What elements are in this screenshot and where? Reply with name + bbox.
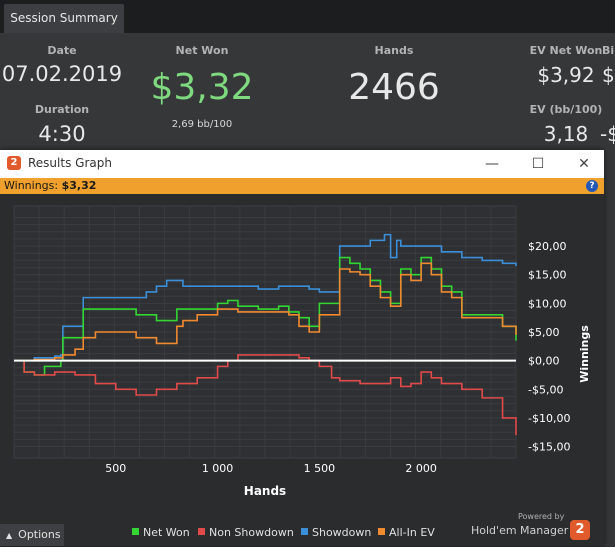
- ev-net-won-value: $3,92: [537, 63, 595, 87]
- window-titlebar[interactable]: 2 Results Graph — ☐ ✕: [0, 150, 604, 178]
- winnings-value: $3,32: [61, 179, 97, 192]
- x-axis-label: Hands: [244, 484, 286, 498]
- options-label: Options: [18, 528, 61, 541]
- window-title: Results Graph: [28, 156, 112, 170]
- options-arrow-icon: ▲: [6, 531, 13, 540]
- tab-bar: Session Summary: [0, 0, 615, 33]
- help-icon[interactable]: ?: [586, 180, 598, 192]
- winnings-label-text: Winnings:: [4, 179, 62, 192]
- date-label: Date: [47, 44, 77, 57]
- y-tick-label: $15,00: [528, 269, 567, 282]
- y-tick-label: $0,00: [528, 355, 560, 368]
- y-tick-labels: $20,00 $15,00 $10,00 $5,00 $0,00 -$5,00 -$10,0…: [528, 240, 570, 453]
- brand-name: Hold'em Manager: [471, 524, 569, 537]
- ev-bb-value: 3,18: [543, 122, 589, 146]
- powered-by-text: Powered by: [518, 512, 565, 521]
- y-tick-label: $10,00: [528, 297, 567, 310]
- tab-session-summary[interactable]: Session Summary: [4, 4, 124, 33]
- ev-net-won-label: EV Net Won: [529, 44, 603, 57]
- x-tick-label: 1 500: [304, 462, 336, 475]
- hands-label: Hands: [374, 44, 414, 57]
- graph-footer: ▲ Options Net Won Non Showdown Showdown A…: [0, 512, 604, 546]
- net-won-bb: 2,69 bb/100: [171, 119, 233, 130]
- legend-non-showdown-text: Non Showdown: [209, 526, 294, 539]
- winnings-bar: Winnings: $3,32 ?: [0, 178, 604, 194]
- session-summary-panel: Date 07.02.2019 Duration 4:30 Net Won $3…: [0, 33, 615, 150]
- legend-net-won: Net Won: [132, 526, 190, 539]
- cut-value-1: $: [602, 63, 615, 87]
- y-tick-label: -$5,00: [528, 383, 563, 396]
- hands-value: 2466: [348, 67, 440, 108]
- minimize-button[interactable]: —: [485, 156, 499, 172]
- legend-showdown-text: Showdown: [312, 526, 372, 539]
- ev-bb-label: EV (bb/100): [529, 103, 603, 116]
- x-tick-labels: 500 1 000 1 500 2 000: [105, 462, 437, 475]
- results-chart: $20,00 $15,00 $10,00 $5,00 $0,00 -$5,00 -$10,0…: [13, 205, 591, 498]
- close-button[interactable]: ✕: [578, 156, 590, 172]
- legend-allin-ev: All-In EV: [378, 526, 435, 539]
- duration-value: 4:30: [38, 122, 86, 146]
- winnings-label: Winnings: $3,32: [4, 179, 96, 192]
- date-value: 07.02.2019: [1, 62, 123, 86]
- series-non-showdown: [14, 354, 517, 436]
- y-tick-label: -$15,00: [528, 441, 570, 454]
- grid: [13, 206, 517, 458]
- maximize-button[interactable]: ☐: [531, 156, 545, 172]
- cut-value-2: -$: [600, 122, 615, 146]
- legend-non-showdown: Non Showdown: [198, 526, 294, 539]
- background-panel-edge: [604, 150, 615, 546]
- cut-label: Bi: [602, 44, 615, 57]
- x-tick-label: 2 000: [405, 462, 437, 475]
- options-button[interactable]: ▲ Options: [0, 524, 64, 546]
- series-all-in-ev: [14, 262, 517, 362]
- net-won-label: Net Won: [175, 44, 229, 57]
- brand-logo: Powered by Hold'em Manager 2: [471, 512, 604, 546]
- duration-label: Duration: [34, 103, 90, 116]
- x-tick-label: 1 000: [202, 462, 234, 475]
- series-net-won: [14, 256, 517, 376]
- app-icon: 2: [7, 156, 21, 170]
- legend-allin-ev-text: All-In EV: [389, 526, 435, 539]
- series-lines: [14, 233, 517, 436]
- results-graph-window: 2 Results Graph — ☐ ✕ Winnings: $3,32 ? …: [0, 150, 604, 546]
- y-tick-label: -$10,00: [528, 412, 570, 425]
- net-won-value: $3,32: [150, 67, 254, 108]
- x-tick-label: 500: [105, 462, 126, 475]
- y-tick-label: $20,00: [528, 240, 567, 253]
- legend-showdown: Showdown: [301, 526, 371, 539]
- legend-net-won-text: Net Won: [143, 526, 190, 539]
- y-tick-label: $5,00: [528, 326, 560, 339]
- brand-mark: 2: [570, 520, 590, 540]
- y-axis-label: Winnings: [578, 325, 591, 383]
